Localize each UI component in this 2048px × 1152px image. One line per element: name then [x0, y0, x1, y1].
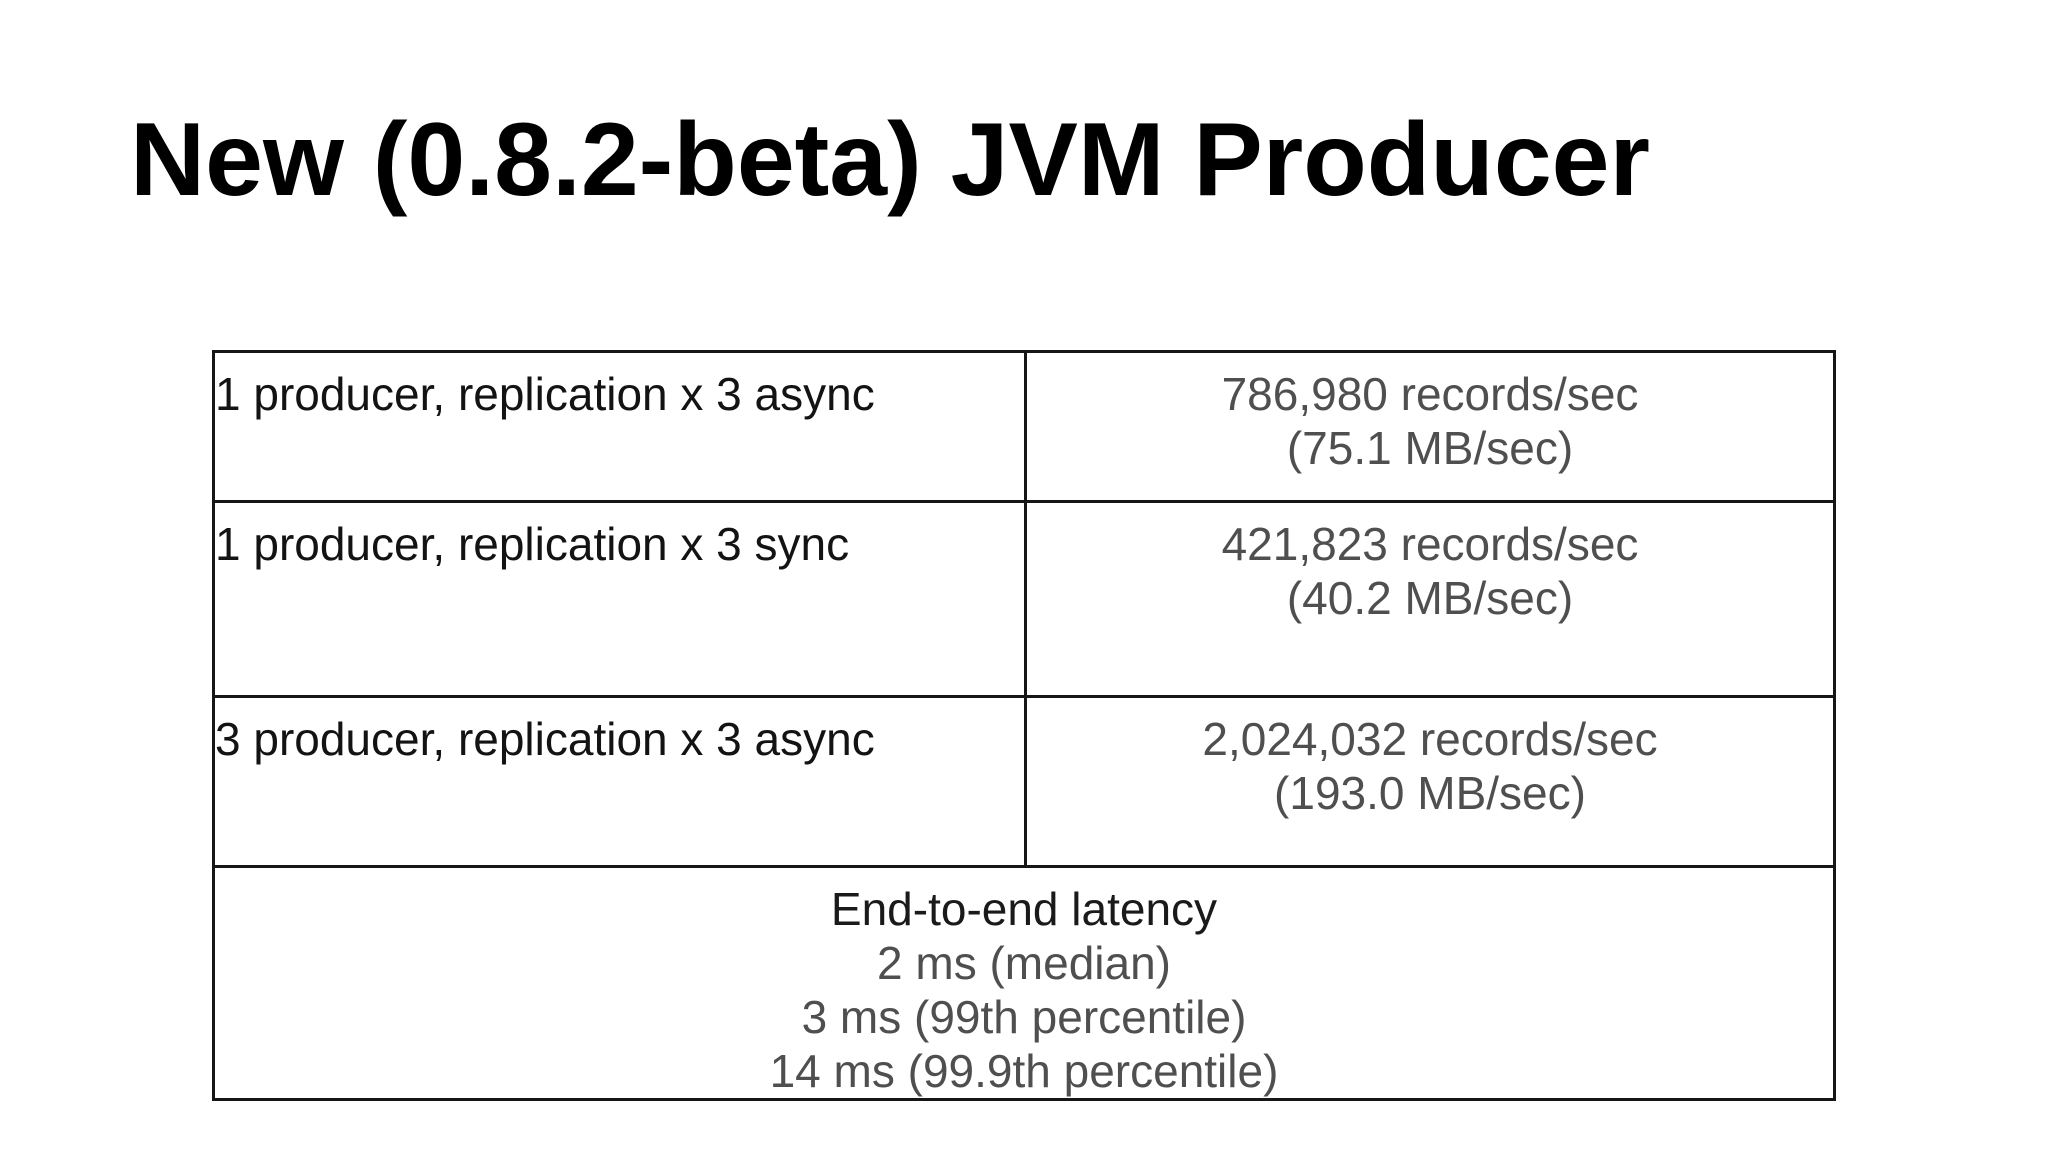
- config-label: 1 producer, replication x 3 async: [212, 350, 1027, 503]
- result-cell: 421,823 records/sec (40.2 MB/sec): [1024, 500, 1836, 698]
- benchmark-table: 1 producer, replication x 3 async 786,98…: [212, 350, 1836, 1101]
- table-row: 1 producer, replication x 3 async 786,98…: [212, 350, 1836, 503]
- config-label: 1 producer, replication x 3 sync: [212, 500, 1027, 698]
- result-cell: 786,980 records/sec (75.1 MB/sec): [1024, 350, 1836, 503]
- table-row: End-to-end latency 2 ms (median) 3 ms (9…: [212, 865, 1836, 1101]
- config-label: 3 producer, replication x 3 async: [212, 695, 1027, 868]
- throughput-value: (193.0 MB/sec): [1274, 767, 1586, 819]
- slide-title: New (0.8.2-beta) JVM Producer: [130, 102, 1650, 218]
- records-value: 786,980 records/sec: [1221, 368, 1639, 420]
- throughput-value: (75.1 MB/sec): [1286, 422, 1574, 474]
- throughput-value: (40.2 MB/sec): [1286, 572, 1574, 624]
- latency-line: 2 ms (median): [877, 937, 1171, 989]
- table-row: 3 producer, replication x 3 async 2,024,…: [212, 695, 1836, 868]
- result-cell: 2,024,032 records/sec (193.0 MB/sec): [1024, 695, 1836, 868]
- records-value: 2,024,032 records/sec: [1202, 713, 1658, 765]
- records-value: 421,823 records/sec: [1221, 518, 1639, 570]
- latency-line: 14 ms (99.9th percentile): [769, 1045, 1279, 1097]
- latency-line: 3 ms (99th percentile): [801, 991, 1247, 1043]
- latency-heading: End-to-end latency: [830, 883, 1218, 935]
- table-row: 1 producer, replication x 3 sync 421,823…: [212, 500, 1836, 698]
- latency-cell: End-to-end latency 2 ms (median) 3 ms (9…: [212, 865, 1836, 1101]
